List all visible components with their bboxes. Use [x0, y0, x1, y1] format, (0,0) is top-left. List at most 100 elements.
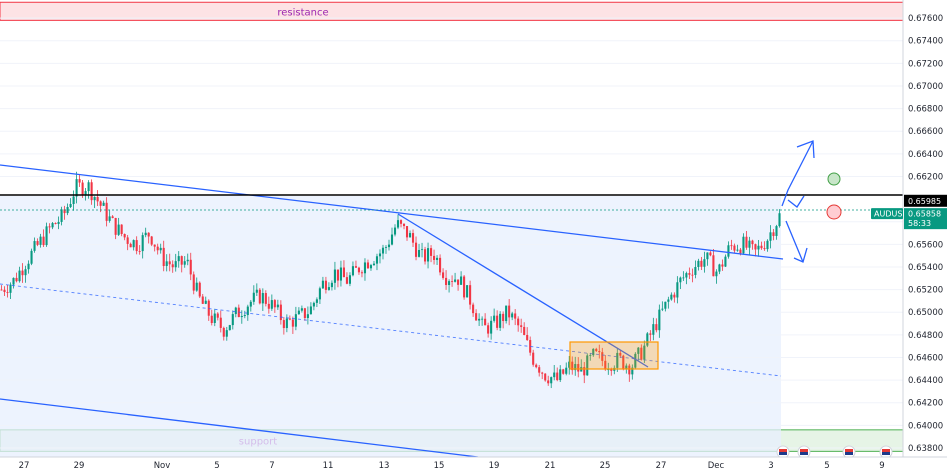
- candle: [553, 364, 556, 381]
- candle: [243, 310, 246, 319]
- candle: [174, 253, 177, 272]
- candle: [39, 233, 42, 248]
- candle: [586, 353, 589, 376]
- time-tick-label: 9: [879, 461, 884, 471]
- candle: [601, 347, 604, 367]
- price-tick-label: 0.66400: [908, 150, 943, 160]
- candle: [436, 255, 439, 265]
- candle: [27, 260, 30, 274]
- time-tick-label: 15: [434, 461, 445, 471]
- candle: [757, 240, 760, 257]
- candle: [96, 190, 99, 207]
- bearish-arrow[interactable]: [785, 220, 804, 263]
- candle: [132, 239, 135, 251]
- candle: [658, 304, 661, 338]
- candle: [342, 260, 345, 278]
- economic-event-icon[interactable]: [776, 445, 790, 458]
- time-axis[interactable]: 27 29 Nov 5 7 11 13 15 19 21 25 27 Dec 3 5 9: [0, 456, 947, 471]
- economic-event-icon[interactable]: [797, 445, 811, 458]
- candle: [291, 316, 294, 334]
- candle: [475, 309, 478, 321]
- candle: [372, 261, 376, 266]
- candle: [718, 263, 721, 275]
- candle: [21, 263, 24, 283]
- candle: [321, 276, 324, 290]
- candle: [303, 307, 306, 321]
- candle: [499, 311, 502, 331]
- candle: [778, 209, 781, 228]
- resistance-zone[interactable]: [0, 1, 903, 21]
- economic-event-icon[interactable]: [879, 445, 893, 458]
- candle: [649, 330, 652, 342]
- price-axis[interactable]: 0.67600 0.67400 0.67200 0.67000 0.66800 0.666…: [902, 0, 947, 473]
- candle: [408, 230, 412, 238]
- candle: [129, 242, 132, 248]
- candle: [754, 243, 757, 257]
- candle: [348, 272, 351, 287]
- retest-arrow[interactable]: [787, 195, 805, 208]
- candle: [535, 363, 538, 369]
- svg-text:0.65858: 0.65858: [908, 210, 941, 219]
- candle: [162, 240, 165, 272]
- candle: [309, 302, 312, 315]
- time-tick-label: 3: [768, 461, 773, 471]
- price-tick-label: 0.64600: [908, 353, 943, 363]
- candle: [6, 285, 9, 298]
- candle: [300, 305, 303, 313]
- candle: [466, 285, 469, 298]
- candle: [423, 246, 427, 265]
- candle: [324, 276, 327, 294]
- candle: [225, 326, 228, 341]
- red-signal-icon[interactable]: [826, 204, 842, 220]
- candle: [442, 268, 445, 280]
- consolidation-box[interactable]: [569, 341, 659, 370]
- candle: [691, 268, 694, 283]
- plot-area[interactable]: resistancesupport: [0, 0, 903, 458]
- candle: [592, 348, 595, 357]
- economic-event-icon[interactable]: [842, 445, 856, 458]
- candle: [339, 260, 342, 287]
- channel-midline[interactable]: [0, 283, 782, 377]
- candle: [688, 267, 691, 280]
- candle: [3, 286, 6, 297]
- candle: [18, 266, 21, 283]
- candle: [375, 253, 379, 271]
- upper-channel-line[interactable]: [0, 164, 784, 260]
- candle: [141, 232, 144, 259]
- candle: [255, 283, 258, 296]
- candle: [445, 270, 448, 290]
- candle: [493, 308, 496, 323]
- candle: [351, 261, 355, 277]
- price-tick-label: 0.64000: [908, 421, 943, 431]
- candle: [556, 367, 559, 382]
- candle: [706, 252, 709, 266]
- candle: [511, 311, 514, 321]
- price-tick-label: 0.66800: [908, 105, 943, 115]
- candle: [505, 305, 508, 324]
- candle: [168, 253, 171, 272]
- time-tick-label: 25: [600, 461, 611, 471]
- candle: [93, 196, 96, 208]
- candle: [183, 256, 186, 268]
- candle: [165, 254, 168, 272]
- drawings-layer[interactable]: [0, 140, 903, 458]
- price-tick-label: 0.67200: [908, 59, 943, 69]
- candle: [330, 280, 333, 291]
- price-tick-label: 0.65000: [908, 308, 943, 318]
- candle: [655, 318, 658, 333]
- candle: [390, 227, 394, 246]
- candle: [228, 324, 231, 331]
- candle: [628, 363, 631, 382]
- candle: [673, 292, 676, 303]
- price-axis-bg: [903, 0, 947, 473]
- candle: [177, 251, 180, 268]
- candle: [460, 271, 463, 285]
- price-tick-label: 0.67000: [908, 82, 943, 92]
- candle: [195, 277, 198, 292]
- bullish-arrow[interactable]: [781, 140, 814, 207]
- green-signal-icon[interactable]: [827, 172, 841, 186]
- lower-channel-line[interactable]: [0, 398, 479, 457]
- candle: [763, 241, 766, 251]
